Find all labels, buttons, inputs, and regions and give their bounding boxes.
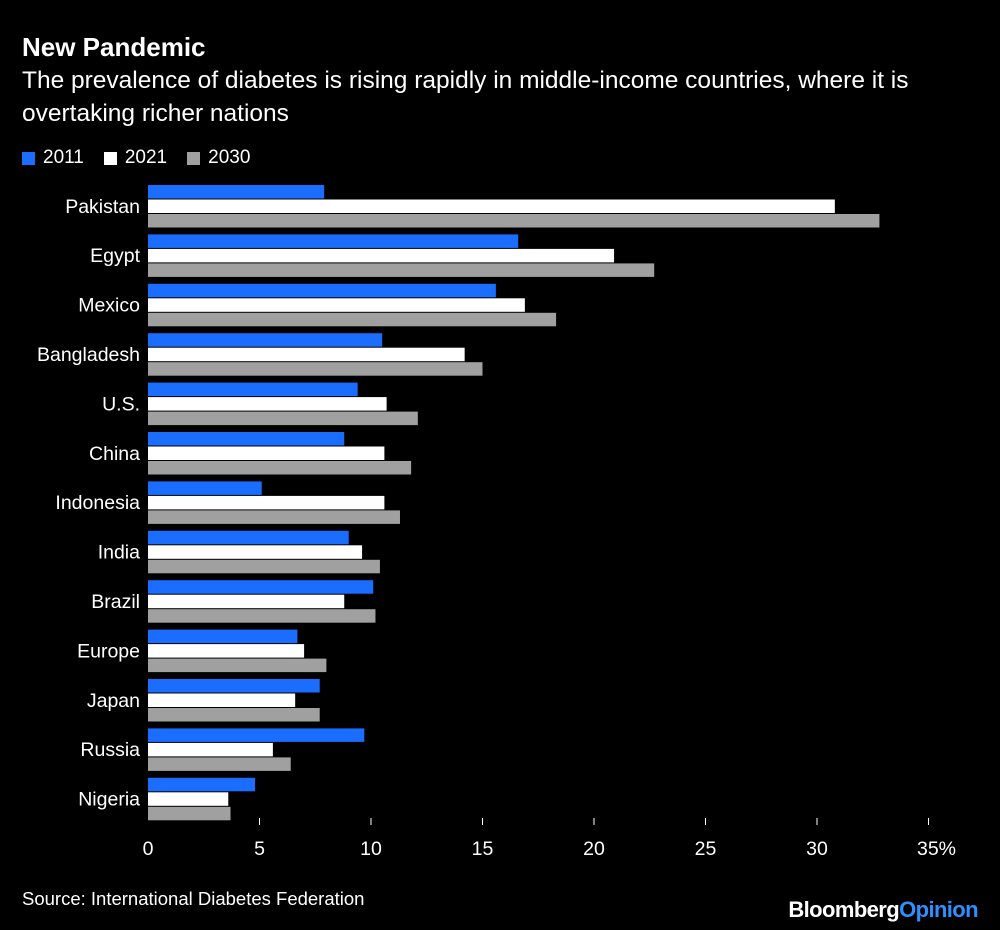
bar-brazil-2021 (148, 594, 345, 609)
legend-item-2021: 2021 (103, 147, 168, 169)
legend-label-2011: 2011 (43, 147, 84, 168)
bar-bangladesh-2021 (148, 347, 465, 362)
bar-europe-2030 (148, 658, 327, 673)
x-tick-label-25: 25 (695, 838, 717, 860)
brand-logo: BloombergOpinion (788, 897, 978, 923)
bar-chart: Pakistan Egypt Mexico Bangladesh U.S. China In… (37, 185, 956, 860)
bar-europe-2021 (148, 644, 305, 658)
y-tick-label-indonesia: Indonesia (55, 492, 140, 514)
bar-india-2011 (148, 530, 349, 545)
y-tick-label-u-s: U.S. (102, 393, 140, 415)
y-tick-label-egypt: Egypt (90, 245, 140, 267)
bar-pakistan-2021 (148, 199, 835, 213)
y-tick-label-brazil: Brazil (91, 591, 140, 613)
x-tick-label-15: 15 (472, 838, 494, 860)
bar-china-2021 (148, 446, 385, 460)
legend-swatch-2011 (22, 151, 35, 165)
y-tick-label-china: China (89, 443, 140, 465)
bar-indonesia-2011 (148, 481, 262, 495)
bar-egypt-2030 (148, 263, 655, 277)
bar-egypt-2011 (148, 234, 519, 248)
x-tick-label-5: 5 (254, 838, 265, 860)
bar-bangladesh-2030 (148, 362, 483, 376)
bar-japan-2011 (148, 679, 320, 693)
bar-china-2011 (148, 432, 345, 446)
y-tick-label-pakistan: Pakistan (65, 196, 140, 218)
y-tick-label-russia: Russia (80, 739, 140, 761)
bar-pakistan-2011 (148, 185, 325, 199)
y-tick-label-india: India (98, 542, 140, 564)
bar-egypt-2021 (148, 248, 615, 263)
y-tick-label-japan: Japan (87, 690, 140, 712)
bar-bangladesh-2011 (148, 333, 383, 347)
bar-nigeria-2011 (148, 777, 256, 792)
bar-russia-2021 (148, 742, 273, 757)
chart-subtitle: The prevalence of diabetes is rising rap… (22, 67, 909, 127)
legend-item-2030: 2030 (187, 147, 250, 169)
legend-item-2011: 2011 (22, 147, 84, 169)
y-tick-label-bangladesh: Bangladesh (37, 344, 140, 366)
legend-swatch-2030 (187, 151, 201, 165)
bar-nigeria-2021 (148, 792, 229, 806)
bar-mexico-2011 (148, 283, 496, 298)
x-tick-label-35: 35% (917, 838, 956, 860)
bar-pakistan-2030 (148, 214, 880, 228)
x-tick-label-0: 0 (143, 838, 154, 860)
bar-europe-2011 (148, 629, 298, 644)
y-tick-label-mexico: Mexico (78, 295, 140, 317)
bar-u-s-2011 (148, 382, 358, 397)
chart-title: New Pandemic (22, 32, 206, 62)
bar-mexico-2021 (148, 298, 525, 312)
legend-label-2030: 2030 (208, 147, 251, 168)
legend-label-2021: 2021 (124, 147, 168, 168)
bar-u-s-2030 (148, 411, 418, 426)
bar-japan-2021 (148, 693, 296, 707)
bar-indonesia-2030 (148, 510, 400, 524)
bar-japan-2030 (148, 708, 320, 722)
bar-u-s-2021 (148, 397, 387, 411)
brand-logo-accent: Opinion (899, 897, 979, 922)
bar-indonesia-2021 (148, 495, 385, 510)
legend: 2011 2021 2030 (22, 147, 270, 169)
bar-brazil-2030 (148, 609, 376, 623)
bar-mexico-2030 (148, 312, 557, 327)
bar-russia-2011 (148, 728, 365, 742)
bar-india-2021 (148, 545, 363, 559)
bar-brazil-2011 (148, 580, 374, 594)
y-tick-label-nigeria: Nigeria (78, 789, 140, 811)
y-tick-label-europe: Europe (77, 640, 140, 662)
x-tick-label-30: 30 (806, 838, 828, 860)
bar-russia-2030 (148, 757, 291, 771)
bar-china-2030 (148, 461, 412, 475)
bar-nigeria-2030 (148, 806, 231, 821)
x-tick-label-20: 20 (583, 838, 605, 860)
x-tick-label-10: 10 (360, 838, 382, 860)
bar-india-2030 (148, 559, 380, 574)
brand-logo-main: Bloomberg (788, 897, 900, 922)
legend-swatch-2021 (103, 151, 117, 165)
source-note: Source: International Diabetes Federatio… (22, 888, 365, 909)
